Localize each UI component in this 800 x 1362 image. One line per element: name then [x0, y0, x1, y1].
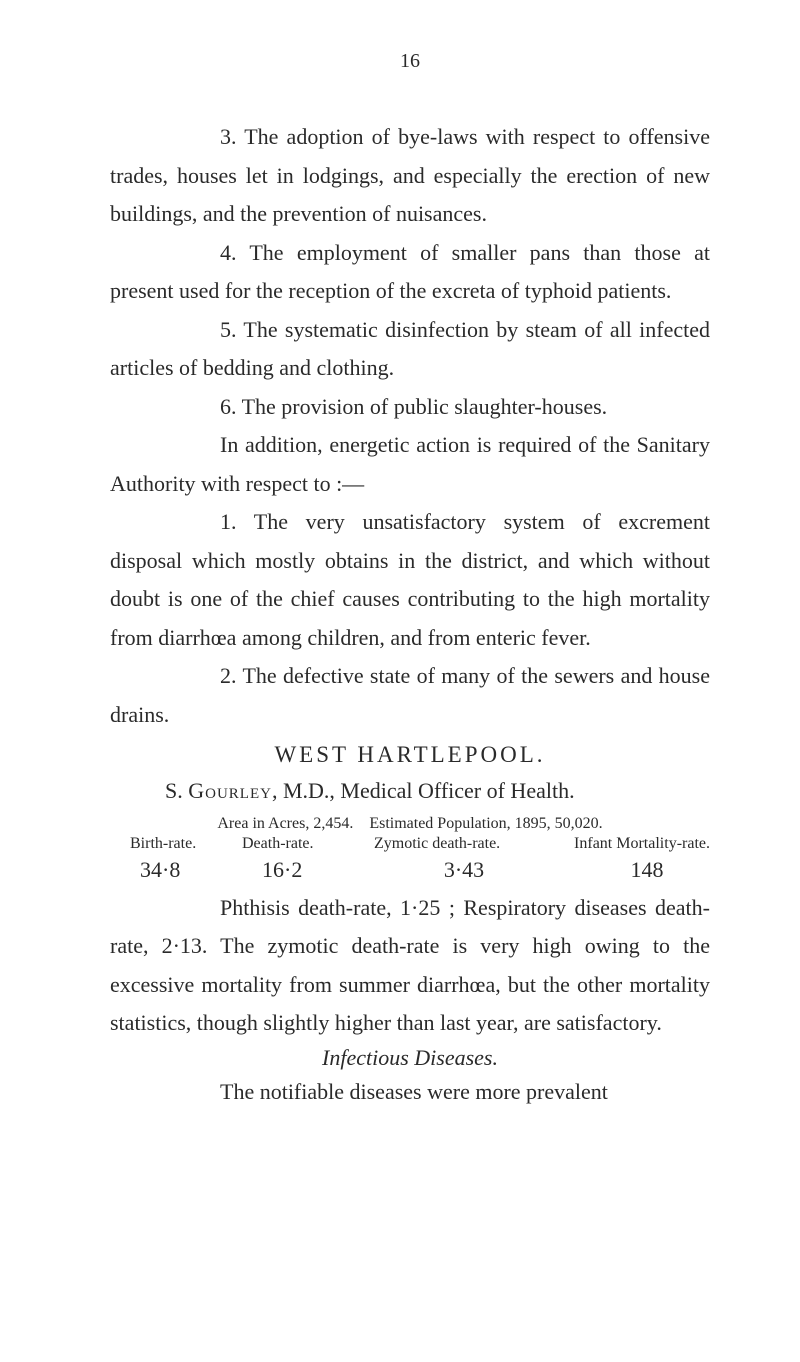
- stat-header-zymotic: Zymotic death-rate.: [374, 835, 554, 853]
- paragraph-6: 6. The provision of public slaughter-hou…: [110, 388, 710, 427]
- author-prefix: S.: [165, 778, 188, 803]
- stat-header-birth: Birth-rate.: [110, 835, 242, 853]
- stat-value-birth: 34·8: [110, 857, 242, 883]
- paragraph-5: 5. The systematic disinfection by steam …: [110, 311, 710, 388]
- paragraph-3: 3. The adoption of bye-laws with respect…: [110, 118, 710, 234]
- author-line: S. Gourley, M.D., Medical Officer of Hea…: [110, 772, 710, 811]
- area-population-line: Area in Acres, 2,454. Estimated Populati…: [110, 815, 710, 833]
- paragraph-item-1: 1. The very unsatisfactory system of exc…: [110, 503, 710, 657]
- stat-header-death: Death-rate.: [242, 835, 374, 853]
- paragraph-addition: In addition, energetic action is require…: [110, 426, 710, 503]
- stat-value-infant: 148: [554, 857, 710, 883]
- stat-value-death: 16·2: [242, 857, 374, 883]
- infectious-heading: Infectious Diseases.: [110, 1045, 710, 1071]
- paragraph-item-2: 2. The defective state of many of the se…: [110, 657, 710, 734]
- section-heading: WEST HARTLEPOOL.: [110, 742, 710, 768]
- paragraph-notifiable: The notifiable diseases were more preval…: [110, 1073, 710, 1112]
- page-number: 16: [110, 50, 710, 73]
- stats-headers: Birth-rate. Death-rate. Zymotic death-ra…: [110, 835, 710, 853]
- paragraph-phthisis: Phthisis death-rate, 1·25 ; Respiratory …: [110, 889, 710, 1043]
- author-name: Gourley: [188, 778, 272, 803]
- stat-header-infant: Infant Mortality-rate.: [554, 835, 710, 853]
- stats-values: 34·8 16·2 3·43 148: [110, 857, 710, 883]
- paragraph-4: 4. The employment of smaller pans than t…: [110, 234, 710, 311]
- stat-value-zymotic: 3·43: [374, 857, 554, 883]
- author-suffix: , M.D., Medical Officer of Health.: [272, 778, 575, 803]
